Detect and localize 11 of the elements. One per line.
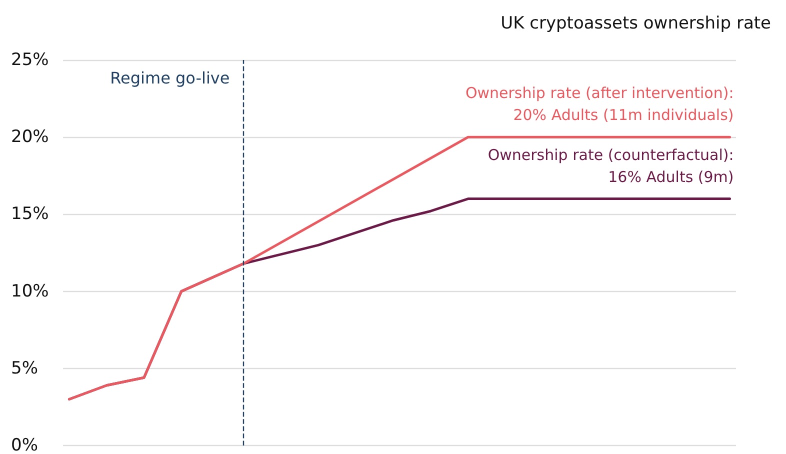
line-series: [68, 136, 732, 400]
series-label: Ownership rate (after intervention): 20% Adults (11m individuals): [465, 84, 734, 124]
y-tick-label: 0%: [11, 436, 38, 454]
y-tick-label: 15%: [11, 204, 49, 224]
annotation: Regime go-live: [110, 68, 230, 88]
chart-title: UK cryptoassets ownership rate: [500, 14, 771, 34]
y-tick-label: 25%: [11, 50, 49, 70]
y-tick-label: 20%: [11, 127, 49, 148]
y-tick-label: 5%: [11, 358, 38, 378]
y-tick-label: 10%: [11, 281, 49, 302]
series-label: Ownership rate (counterfactual): 16% Adults (9m): [488, 146, 734, 186]
